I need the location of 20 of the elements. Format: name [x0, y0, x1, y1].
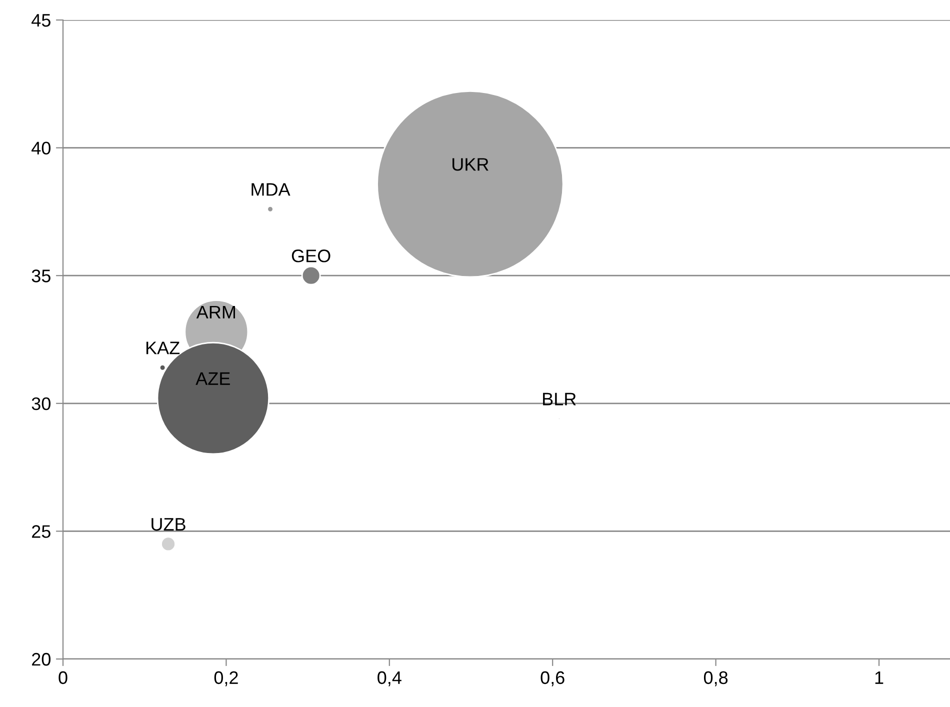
y-tick-label: 35: [32, 270, 50, 282]
annotation: UZB: [152, 518, 186, 531]
y-tick-label: 45: [32, 14, 50, 27]
y-tick-label: 20: [32, 652, 50, 666]
y-tick-label: 25: [32, 525, 50, 538]
annotation: UKR: [452, 158, 488, 171]
annotation: KAZ: [146, 342, 180, 354]
y-tick-label: 30: [32, 397, 50, 410]
annotation: MDA: [252, 183, 290, 196]
x-tick-label: 0,2: [214, 671, 238, 686]
x-tick-label: 1: [875, 671, 884, 684]
y-tick-label: 40: [32, 142, 50, 155]
x-tick-label: 0,4: [378, 671, 402, 686]
x-tick-label: 0: [58, 671, 68, 684]
annotation: GEO: [292, 250, 330, 262]
annotation: AZE: [196, 372, 230, 385]
annotation: BLR: [543, 392, 576, 406]
x-tick-label: 0,8: [704, 671, 728, 686]
x-tick-label: 0,6: [540, 671, 564, 686]
annotation: ARM: [196, 306, 235, 318]
